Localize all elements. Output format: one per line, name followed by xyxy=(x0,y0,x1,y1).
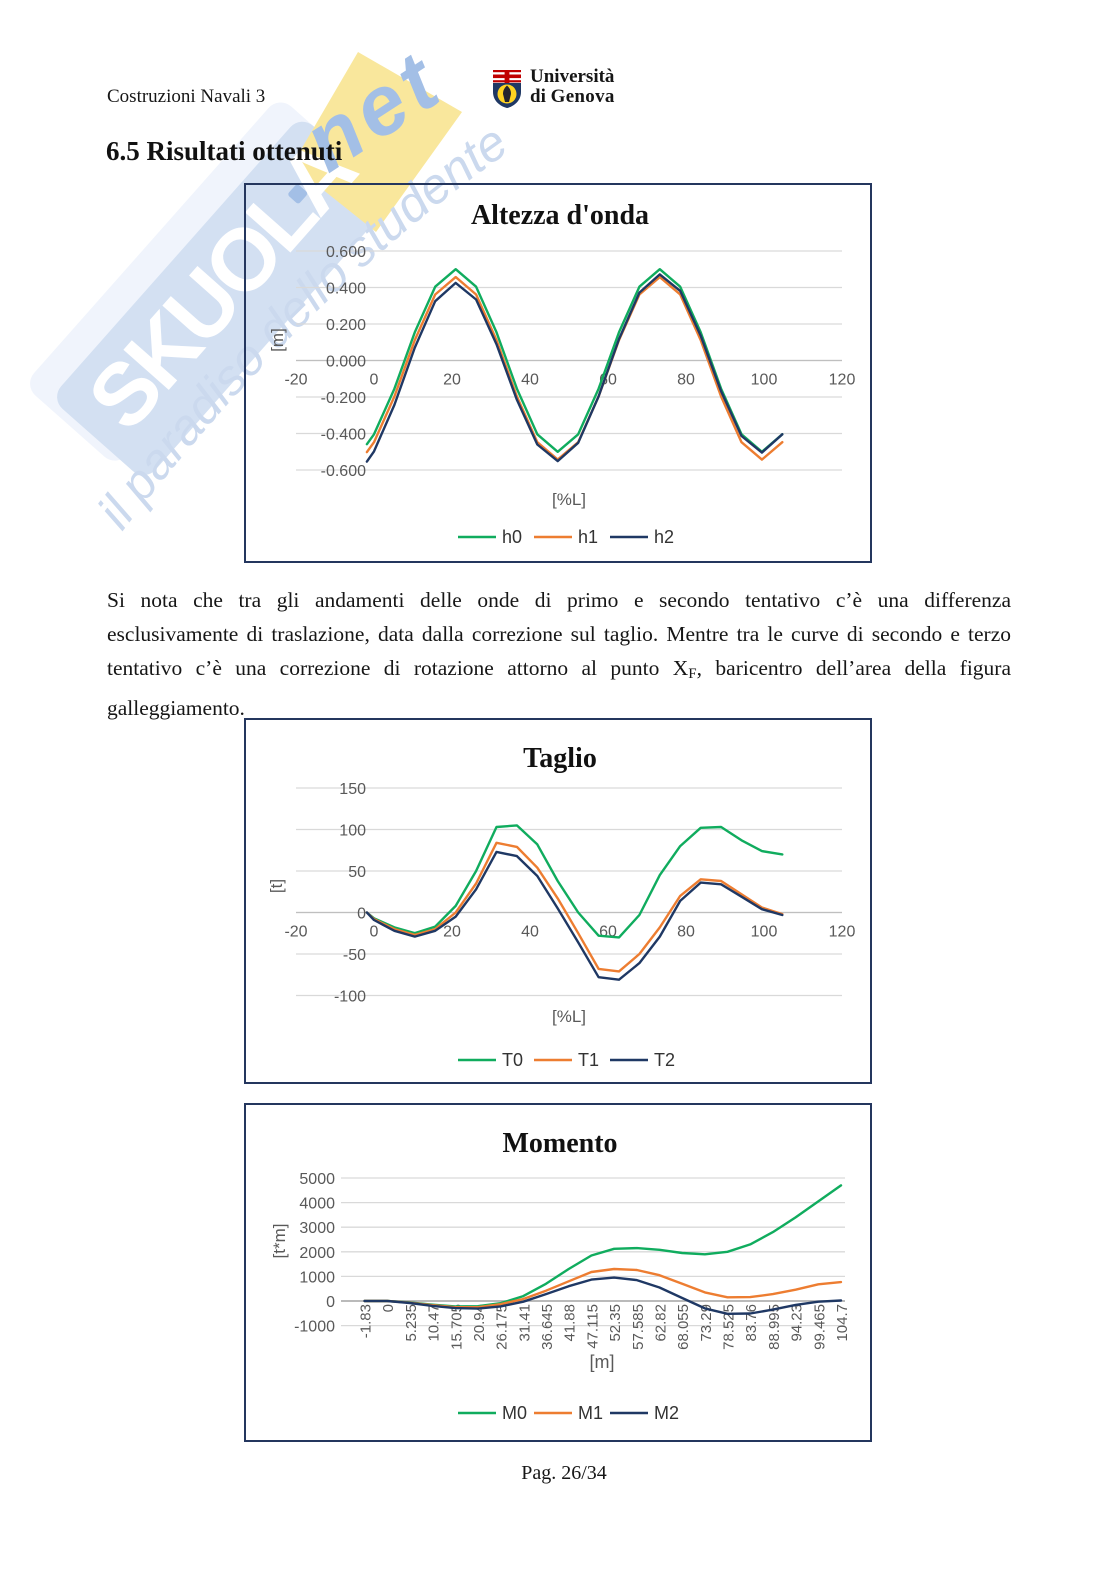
svg-text:T0: T0 xyxy=(502,1050,523,1070)
svg-text:T2: T2 xyxy=(654,1050,675,1070)
svg-text:0: 0 xyxy=(357,906,366,923)
svg-text:62.82: 62.82 xyxy=(653,1304,670,1342)
svg-text:0: 0 xyxy=(326,1294,335,1311)
svg-text:120: 120 xyxy=(829,372,856,389)
svg-text:40: 40 xyxy=(521,924,539,941)
svg-text:-1000: -1000 xyxy=(294,1319,335,1336)
svg-text:0.200: 0.200 xyxy=(326,317,366,334)
svg-text:-1.83: -1.83 xyxy=(358,1304,375,1338)
svg-text:31.41: 31.41 xyxy=(516,1304,533,1342)
svg-text:Momento: Momento xyxy=(502,1128,617,1159)
svg-text:50: 50 xyxy=(348,864,366,881)
svg-text:0.400: 0.400 xyxy=(326,281,366,298)
svg-text:120: 120 xyxy=(829,924,856,941)
svg-text:0: 0 xyxy=(370,924,379,941)
svg-text:[%L]: [%L] xyxy=(552,1007,586,1026)
svg-text:5000: 5000 xyxy=(299,1171,335,1188)
svg-text:100: 100 xyxy=(339,823,366,840)
svg-text:[m]: [m] xyxy=(268,328,287,352)
svg-text:104.7: 104.7 xyxy=(834,1304,851,1342)
svg-text:20.94: 20.94 xyxy=(471,1304,488,1342)
svg-text:26.175: 26.175 xyxy=(494,1304,511,1350)
svg-text:M0: M0 xyxy=(502,1403,527,1423)
svg-text:41.88: 41.88 xyxy=(562,1304,579,1342)
svg-text:15.705: 15.705 xyxy=(448,1304,465,1350)
svg-text:0.000: 0.000 xyxy=(326,354,366,371)
svg-text:2000: 2000 xyxy=(299,1245,335,1262)
svg-text:0.600: 0.600 xyxy=(326,244,366,261)
svg-text:52.35: 52.35 xyxy=(607,1304,624,1342)
svg-text:Altezza d'onda: Altezza d'onda xyxy=(471,200,649,231)
svg-text:20: 20 xyxy=(443,924,461,941)
svg-text:68.055: 68.055 xyxy=(675,1304,692,1350)
svg-text:1000: 1000 xyxy=(299,1269,335,1286)
svg-text:80: 80 xyxy=(677,924,695,941)
svg-text:-50: -50 xyxy=(343,947,366,964)
svg-text:-0.400: -0.400 xyxy=(321,427,366,444)
svg-text:10.47: 10.47 xyxy=(426,1304,443,1342)
svg-text:150: 150 xyxy=(339,781,366,798)
svg-text:47.115: 47.115 xyxy=(584,1304,601,1349)
svg-text:73.29: 73.29 xyxy=(698,1304,715,1342)
svg-text:[t]: [t] xyxy=(267,879,286,893)
svg-text:94.23: 94.23 xyxy=(789,1304,806,1342)
svg-text:100: 100 xyxy=(751,372,778,389)
svg-text:0: 0 xyxy=(370,372,379,389)
svg-text:T1: T1 xyxy=(578,1050,599,1070)
svg-text:[t*m]: [t*m] xyxy=(270,1224,289,1259)
svg-text:3000: 3000 xyxy=(299,1220,335,1237)
svg-text:-0.600: -0.600 xyxy=(321,463,366,480)
svg-text:h2: h2 xyxy=(654,527,674,547)
svg-text:20: 20 xyxy=(443,372,461,389)
svg-text:57.585: 57.585 xyxy=(630,1304,647,1350)
svg-text:99.465: 99.465 xyxy=(811,1304,828,1350)
svg-text:40: 40 xyxy=(521,372,539,389)
svg-text:36.645: 36.645 xyxy=(539,1304,556,1350)
svg-text:h0: h0 xyxy=(502,527,522,547)
svg-text:[%L]: [%L] xyxy=(552,490,586,509)
svg-text:88.995: 88.995 xyxy=(766,1304,783,1350)
svg-text:-20: -20 xyxy=(284,924,307,941)
svg-text:4000: 4000 xyxy=(299,1196,335,1213)
svg-text:M2: M2 xyxy=(654,1403,679,1423)
svg-text:M1: M1 xyxy=(578,1403,603,1423)
svg-text:h1: h1 xyxy=(578,527,598,547)
svg-text:Taglio: Taglio xyxy=(523,743,597,774)
svg-text:78.525: 78.525 xyxy=(721,1304,738,1350)
svg-text:0: 0 xyxy=(380,1304,397,1312)
svg-text:80: 80 xyxy=(677,372,695,389)
svg-text:5.235: 5.235 xyxy=(403,1304,420,1342)
svg-text:-20: -20 xyxy=(284,372,307,389)
svg-text:-100: -100 xyxy=(334,989,366,1006)
svg-text:83.76: 83.76 xyxy=(743,1304,760,1342)
svg-text:100: 100 xyxy=(751,924,778,941)
svg-text:[m]: [m] xyxy=(590,1352,615,1372)
svg-text:-0.200: -0.200 xyxy=(321,390,366,407)
